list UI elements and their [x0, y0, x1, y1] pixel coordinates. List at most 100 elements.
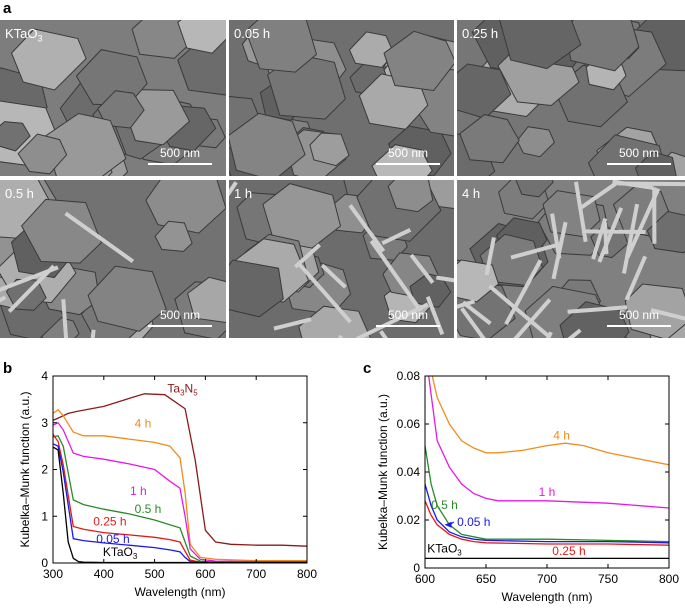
- annotation-text: 4 h: [135, 416, 152, 430]
- nanorod-shape: [580, 180, 621, 210]
- annotation-text: 0.05 h: [96, 532, 129, 546]
- series-line: [53, 434, 307, 563]
- sem-image-grid: KTaO3 500 nm 0.05 h 500 nm 0.25 h 500 nm 0.5 h…: [0, 20, 685, 338]
- sem-time-label: 0.25 h: [462, 26, 498, 41]
- panel-a-letter: a: [3, 0, 12, 17]
- sem-texture: [457, 20, 685, 176]
- crystal-shape: [371, 144, 433, 176]
- series-annotation: 0.5 h: [135, 502, 162, 516]
- crystal-shape: [387, 180, 434, 213]
- nanorod-shape: [348, 204, 386, 253]
- crystal-shape: [383, 30, 454, 92]
- scale-bar-label: 500 nm: [618, 308, 660, 322]
- x-tick-label: 800: [297, 567, 317, 581]
- x-axis-label: Wavelength (nm): [135, 585, 226, 599]
- series-annotation: 0.5 h: [431, 498, 458, 512]
- panel-b-letter: b: [3, 360, 13, 377]
- nanorod-shape: [567, 328, 582, 338]
- nanorod-shape: [436, 275, 454, 283]
- nanorod-shape: [379, 330, 388, 338]
- x-tick-label: 600: [415, 572, 435, 586]
- crystal-shape: [87, 265, 167, 332]
- annotation-text: 0.5 h: [135, 502, 162, 516]
- x-tick-label: 700: [537, 572, 557, 586]
- nanorod-shape: [425, 296, 445, 336]
- crystal-shape: [459, 114, 520, 164]
- nanorod-shape: [650, 308, 685, 321]
- sem-image-tile: 0.5 h 500 nm: [0, 180, 226, 338]
- x-axis-label: Wavelength (nm): [502, 590, 593, 604]
- sem-time-label: KTaO3: [5, 26, 43, 44]
- annotation-text: 1 h: [539, 485, 556, 499]
- annotation-text: 0.25 h: [93, 515, 126, 529]
- nanorod-shape: [567, 305, 628, 314]
- chart-b: 300 400 500 600 700 800 0 1 2 3 4 Wavelength (nm) Ku…: [18, 369, 317, 599]
- series-annotation: 0.05 h: [96, 532, 129, 546]
- series-annotation: KTaO3: [103, 545, 138, 561]
- nanorod-shape: [484, 237, 496, 276]
- nanorod-shape: [621, 203, 640, 274]
- sem-time-label: 4 h: [462, 186, 480, 201]
- series-annotation: 0.25 h: [552, 544, 585, 558]
- y-tick-label: 3: [41, 416, 48, 430]
- crystal-shape: [229, 112, 306, 176]
- series-line: [428, 376, 669, 509]
- y-tick-label: 4: [41, 369, 48, 383]
- nanorod-shape: [229, 181, 238, 197]
- nanorod-shape: [603, 222, 609, 255]
- nanorod-shape: [61, 299, 69, 338]
- series-line: [53, 393, 307, 547]
- crystal-shape: [17, 133, 68, 175]
- nanorod-shape: [488, 284, 550, 338]
- series-line: [53, 421, 307, 563]
- y-axis-label: Kubelka–Munk function (a.u.): [18, 391, 32, 547]
- annotation-text: KTaO: [427, 541, 457, 555]
- x-tick-label: 500: [145, 567, 165, 581]
- series-annotation: 1 h: [539, 485, 556, 499]
- y-tick-label: 1: [41, 509, 48, 523]
- crystal-shape: [499, 20, 582, 70]
- sem-image-tile: 1 h 500 nm: [229, 180, 454, 338]
- nanorod-shape: [320, 263, 347, 289]
- nanorod-shape: [381, 227, 412, 246]
- nanorod-shape: [7, 264, 56, 313]
- annotation-subscript: 5: [193, 388, 198, 397]
- plot-frame: [52, 375, 308, 564]
- y-tick-label: 0.08: [397, 369, 421, 383]
- chart-c: 600 650 700 750 800 0 0.02 0.04 0.06 0.08 Waveleng…: [376, 369, 679, 604]
- crystal-shape: [131, 20, 189, 59]
- nanorod-shape: [460, 307, 486, 338]
- annotation-text: 0.5 h: [431, 498, 458, 512]
- sem-image-tile: 4 h 500 nm: [457, 180, 685, 338]
- nanorod-shape: [582, 229, 646, 235]
- crystal-shape: [187, 276, 226, 324]
- annotation-text: Ta: [167, 381, 180, 395]
- x-tick-label: 700: [246, 567, 266, 581]
- x-tick-label: 750: [598, 572, 618, 586]
- nanorod-shape: [409, 253, 435, 284]
- sem-image-tile: 0.05 h 500 nm: [229, 20, 454, 176]
- nanorod-shape: [612, 180, 654, 191]
- series-annotation: 4 h: [553, 429, 570, 443]
- crystal-shape: [516, 126, 555, 158]
- nanorod-shape: [297, 262, 352, 324]
- sem-time-label: 1 h: [234, 186, 252, 201]
- scale-bar-label: 500 nm: [387, 308, 429, 322]
- sem-label-text: 4 h: [462, 186, 481, 201]
- series-line: [431, 376, 669, 466]
- y-tick-label: 2: [41, 463, 48, 477]
- annotation-subscript: 3: [133, 552, 138, 561]
- sem-texture: [229, 20, 454, 176]
- crystal-shape: [97, 90, 145, 129]
- sem-label-text: KTaO: [5, 26, 38, 41]
- sem-texture: [0, 180, 226, 338]
- panel-c-letter: c: [363, 360, 372, 377]
- nanorod-shape: [457, 299, 476, 309]
- crystal-shape: [229, 259, 284, 318]
- annotation-subscript: 3: [180, 388, 185, 397]
- series-line: [53, 435, 307, 563]
- annotation-text: 1 h: [130, 484, 147, 498]
- sem-texture: [0, 20, 226, 176]
- sem-time-label: 0.5 h: [5, 186, 34, 201]
- crystal-shape: [177, 20, 226, 54]
